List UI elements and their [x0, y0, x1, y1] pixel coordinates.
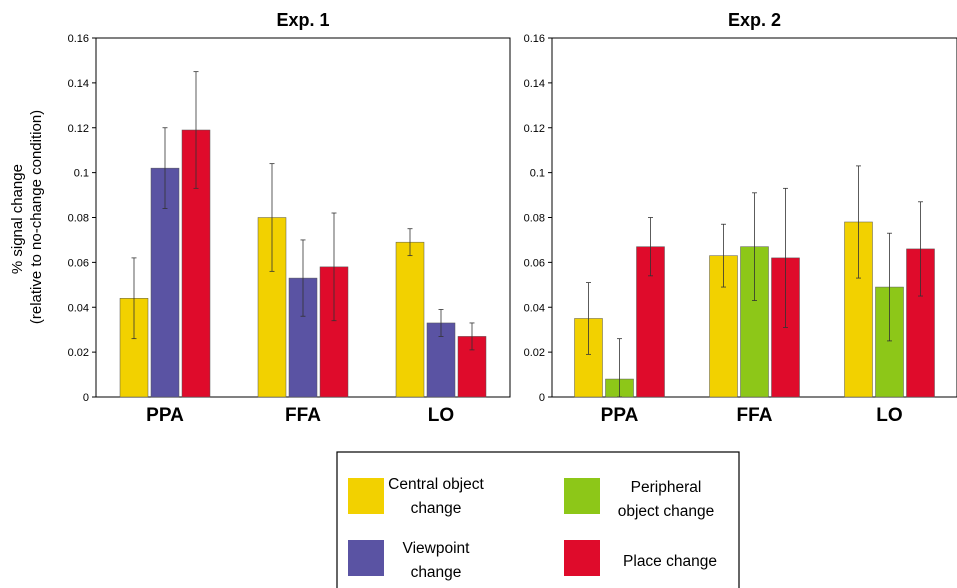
y-tick-label: 0.02 [524, 347, 545, 359]
x-tick-label-lo: LO [428, 405, 454, 426]
x-tick-label-ppa: PPA [601, 405, 639, 426]
legend-label-central-line2: change [411, 500, 462, 517]
y-axis-label: % signal change (relative to no-change c… [9, 110, 45, 324]
y-axis-label-line1: % signal change [9, 164, 26, 274]
y-tick-label: 0.06 [68, 257, 89, 269]
y-tick-label: 0.1 [74, 168, 89, 180]
y-tick-label: 0.04 [524, 302, 545, 314]
y-tick-label: 0.16 [524, 33, 545, 45]
y-tick-label: 0.04 [68, 302, 89, 314]
legend-label-central: Central object [388, 476, 484, 493]
y-tick-label: 0.02 [68, 347, 89, 359]
legend-swatch-viewpoint [348, 540, 384, 576]
legend: Central object change Peripheral object cha… [336, 451, 740, 588]
legend-label-peripheral: Peripheral [631, 479, 702, 496]
x-tick-label-ffa: FFA [285, 405, 321, 426]
chart-title: Exp. 1 [276, 10, 329, 30]
y-tick-label: 0.1 [530, 168, 545, 180]
chart-panel-exp1: Exp. 1 0 0.02 0.04 0.06 0.08 0.1 0.12 0.14 0.16 PP… [68, 10, 511, 426]
legend-label-viewpoint: Viewpoint [403, 540, 471, 557]
legend-swatch-central [348, 478, 384, 514]
y-tick-label: 0 [539, 392, 545, 404]
chart-title: Exp. 2 [728, 10, 781, 30]
y-tick-label: 0.12 [524, 123, 545, 135]
y-tick-label: 0.16 [68, 33, 89, 45]
y-tick-label: 0.08 [68, 213, 89, 225]
legend-swatch-peripheral [564, 478, 600, 514]
y-tick-label: 0.12 [68, 123, 89, 135]
x-tick-label-ppa: PPA [146, 405, 184, 426]
y-tick-label: 0.14 [68, 78, 89, 90]
y-axis-label-line2: (relative to no-change condition) [28, 110, 45, 324]
x-tick-label-lo: LO [876, 405, 902, 426]
y-tick-label: 0 [83, 392, 89, 404]
x-tick-label-ffa: FFA [737, 405, 773, 426]
y-tick-label: 0.06 [524, 257, 545, 269]
legend-label-viewpoint-line2: change [411, 564, 462, 581]
legend-box [336, 451, 740, 588]
legend-label-peripheral-line2: object change [618, 503, 715, 520]
legend-swatch-place [564, 540, 600, 576]
y-tick-label: 0.08 [524, 213, 545, 225]
chart-panel-exp2: Exp. 2 0 0.02 0.04 0.06 0.08 0.1 0.12 0.14 0.16 PP… [524, 10, 957, 426]
legend-label-place: Place change [623, 553, 717, 570]
y-tick-label: 0.14 [524, 78, 545, 90]
bar-central-lo [395, 241, 425, 398]
